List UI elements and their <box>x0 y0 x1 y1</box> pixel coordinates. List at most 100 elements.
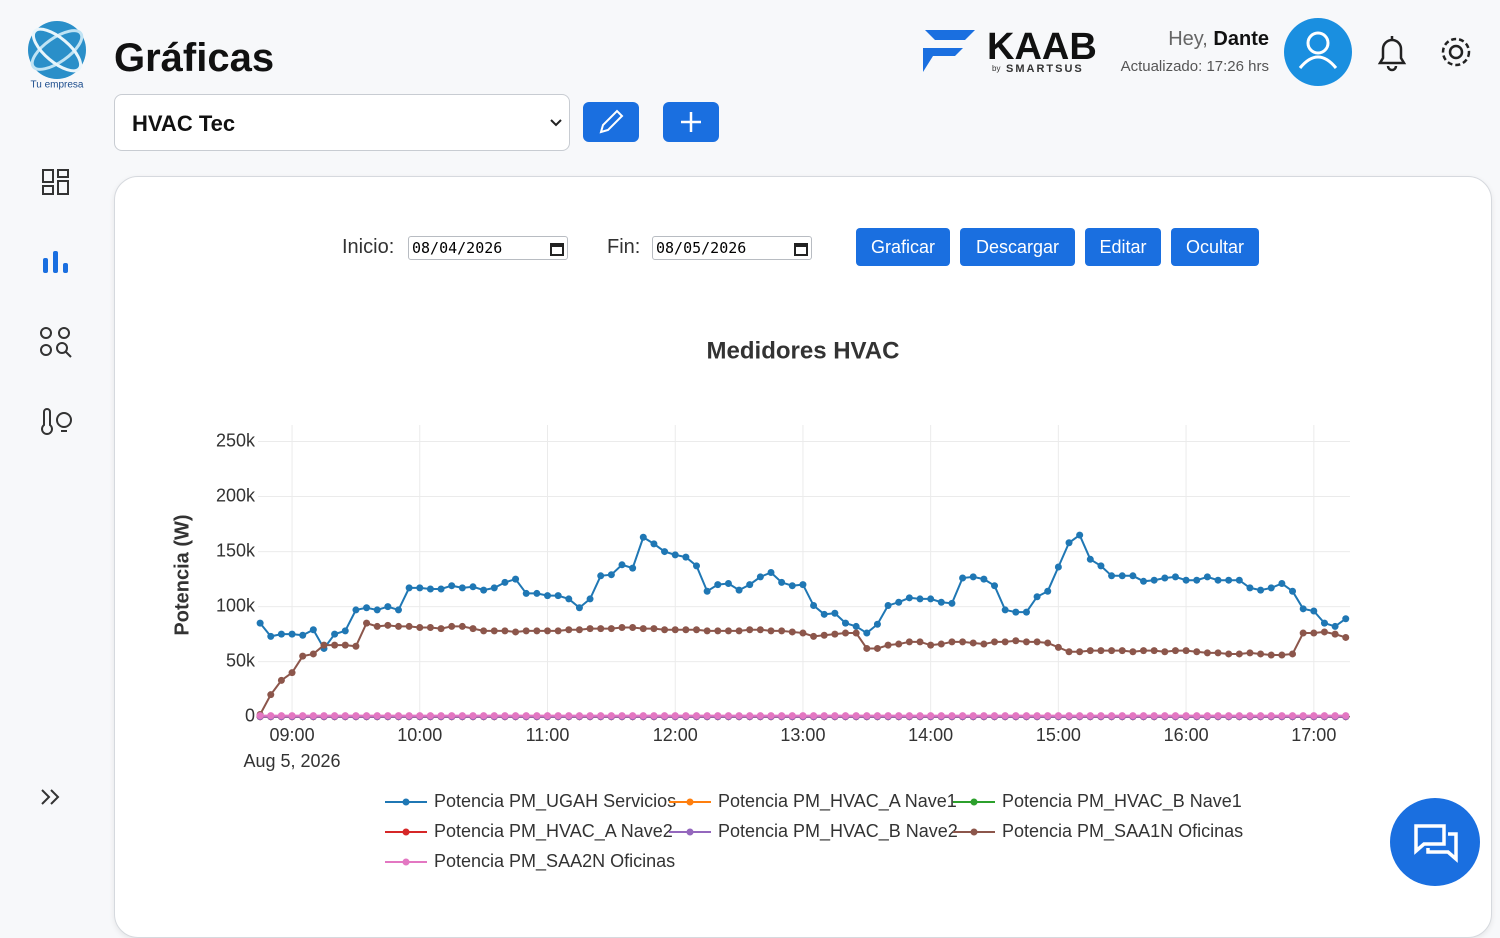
data-point <box>1118 712 1126 720</box>
data-point <box>384 712 392 720</box>
data-point <box>352 606 360 614</box>
data-point <box>1182 712 1190 720</box>
data-point <box>363 619 371 627</box>
data-point <box>788 582 796 590</box>
nav-dashboard[interactable] <box>42 169 69 195</box>
series <box>256 619 1350 718</box>
data-point <box>1171 647 1179 655</box>
data-point <box>937 712 945 720</box>
data-point <box>405 622 413 630</box>
data-point <box>767 712 775 720</box>
data-point <box>1054 712 1062 720</box>
nav-charts[interactable] <box>43 251 68 273</box>
data-point <box>831 609 839 617</box>
avatar[interactable] <box>1284 18 1352 86</box>
data-point <box>778 712 786 720</box>
edit-chart-button[interactable]: Editar <box>1085 228 1161 266</box>
data-point <box>778 578 786 586</box>
data-point <box>1299 712 1307 720</box>
bell-icon[interactable] <box>1377 36 1407 72</box>
data-point <box>1150 647 1158 655</box>
data-point <box>778 627 786 635</box>
data-point <box>1331 712 1339 720</box>
data-point <box>586 625 594 633</box>
nav-devices[interactable] <box>40 327 72 358</box>
calendar-icon <box>550 243 564 256</box>
pencil-icon <box>599 109 624 134</box>
end-date-input[interactable]: 08/05/2026 <box>652 236 812 260</box>
data-point <box>1140 577 1148 585</box>
hide-button[interactable]: Ocultar <box>1171 228 1259 266</box>
data-point <box>1193 576 1201 584</box>
legend-label: Potencia PM_UGAH Servicios <box>434 791 676 812</box>
data-point <box>554 592 562 600</box>
data-point <box>1182 647 1190 655</box>
data-point <box>394 712 402 720</box>
data-point <box>575 604 583 612</box>
data-point <box>1171 712 1179 720</box>
data-point <box>1097 647 1105 655</box>
data-point <box>1054 563 1062 571</box>
data-point <box>1161 574 1169 582</box>
nav-sensors[interactable] <box>41 408 72 435</box>
data-point <box>629 712 637 720</box>
start-date: 08/04/2026 <box>412 239 503 257</box>
data-point <box>1225 650 1233 658</box>
data-point <box>703 627 711 635</box>
company-logo <box>28 21 86 79</box>
legend-item: Potencia PM_SAA2N Oficinas <box>385 851 675 872</box>
data-point <box>331 641 339 649</box>
brand-name: KAAB <box>987 26 1097 68</box>
edit-button[interactable] <box>583 102 639 142</box>
download-button[interactable]: Descargar <box>960 228 1075 266</box>
data-point <box>1076 531 1084 539</box>
data-point <box>1001 606 1009 614</box>
data-point <box>1012 712 1020 720</box>
data-point <box>693 626 701 634</box>
data-point <box>1310 712 1318 720</box>
data-point <box>703 587 711 595</box>
data-point <box>1044 712 1052 720</box>
legend-marker <box>402 798 410 806</box>
page: Tu empresa Gráficas HVAC Tec KAAB by SMA… <box>28 18 1492 938</box>
data-point <box>810 632 818 640</box>
data-point <box>1161 648 1169 656</box>
legend-marker <box>686 798 694 806</box>
data-point <box>873 644 881 652</box>
device-select[interactable]: HVAC Tec <box>114 94 570 151</box>
chat-button[interactable] <box>1390 798 1480 886</box>
data-point <box>405 584 413 592</box>
data-point <box>586 712 594 720</box>
data-point <box>1193 648 1201 656</box>
data-point <box>629 624 637 632</box>
y-axis-label: Potencia (W) <box>171 514 193 635</box>
data-point <box>1278 651 1286 659</box>
data-point <box>448 622 456 630</box>
data-point <box>565 712 573 720</box>
data-point <box>735 627 743 635</box>
data-point <box>884 712 892 720</box>
data-point <box>1342 712 1350 720</box>
nav-expand[interactable] <box>41 789 60 805</box>
data-point <box>1278 580 1286 588</box>
data-point <box>597 712 605 720</box>
data-point <box>799 712 807 720</box>
data-point <box>458 584 466 592</box>
data-point <box>1044 639 1052 647</box>
data-point <box>1118 572 1126 580</box>
settings-icon[interactable] <box>1441 37 1471 67</box>
data-point <box>1044 587 1052 595</box>
add-button[interactable] <box>663 102 719 142</box>
start-date-input[interactable]: 08/04/2026 <box>408 236 568 260</box>
data-point <box>671 626 679 634</box>
data-point <box>1033 593 1041 601</box>
graph-button[interactable]: Graficar <box>856 228 950 266</box>
data-point <box>735 712 743 720</box>
data-point <box>1129 572 1137 580</box>
legend-label: Potencia PM_HVAC_A Nave1 <box>718 791 957 812</box>
data-point <box>650 540 658 548</box>
data-point <box>959 712 967 720</box>
data-point <box>469 625 477 633</box>
data-point <box>288 712 296 720</box>
data-point <box>341 712 349 720</box>
